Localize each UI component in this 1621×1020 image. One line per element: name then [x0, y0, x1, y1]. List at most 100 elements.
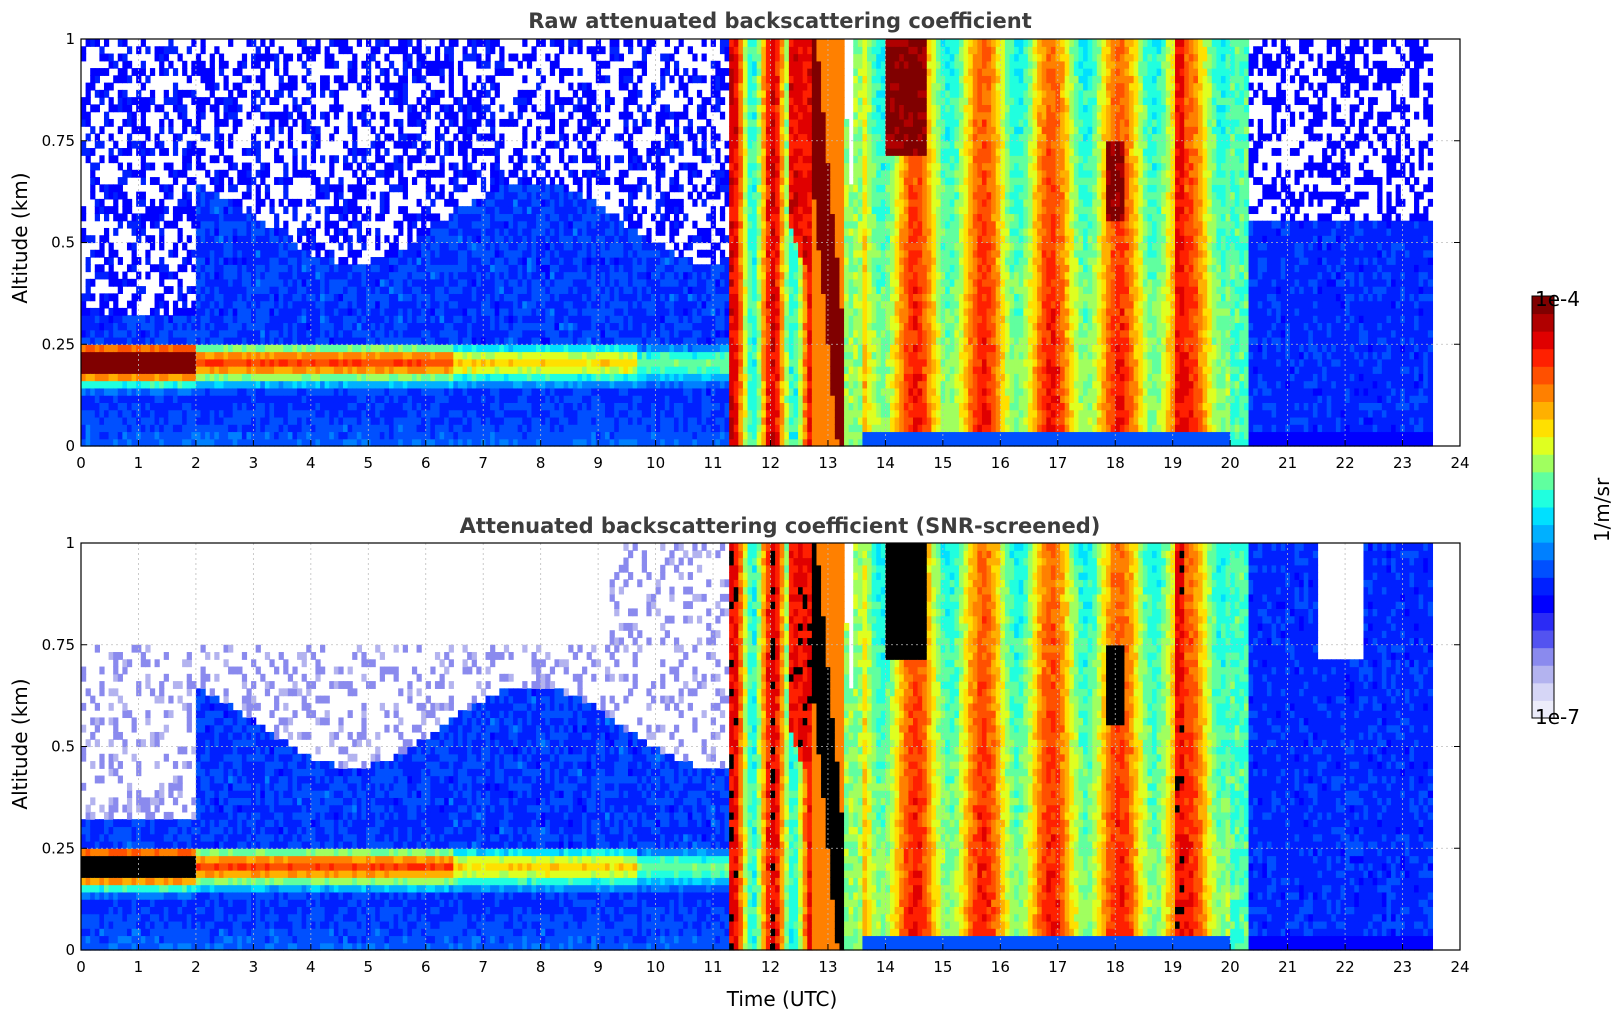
- heatmap-cell: [237, 381, 242, 389]
- heatmap-cell: [187, 431, 192, 439]
- heatmap-cell: [228, 39, 233, 47]
- heatmap-cell: [269, 431, 274, 439]
- heatmap-cell: [256, 286, 261, 294]
- heatmap-cell: [233, 83, 238, 91]
- heatmap-cell: [109, 366, 114, 374]
- heatmap-cell: [90, 39, 95, 47]
- heatmap-cell: [260, 402, 265, 410]
- heatmap-cell: [210, 344, 215, 352]
- heatmap-cell: [95, 410, 100, 418]
- heatmap-cell: [214, 199, 219, 207]
- heatmap-cell: [233, 279, 238, 287]
- heatmap-cell: [141, 388, 146, 396]
- heatmap-cell: [173, 46, 178, 54]
- heatmap-cell: [141, 402, 146, 410]
- heatmap-cell: [219, 133, 224, 141]
- heatmap-cell: [205, 257, 210, 265]
- heatmap-cell: [205, 235, 210, 243]
- heatmap-cell: [109, 61, 114, 69]
- heatmap-cell: [178, 199, 183, 207]
- heatmap-cell: [196, 221, 201, 229]
- heatmap-cell: [233, 359, 238, 367]
- heatmap-cell: [182, 373, 187, 381]
- heatmap-cell: [81, 46, 86, 54]
- heatmap-cell: [260, 337, 265, 345]
- heatmap-cell: [205, 221, 210, 229]
- heatmap-cell: [86, 322, 91, 330]
- heatmap-cell: [269, 133, 274, 141]
- heatmap-cell: [182, 402, 187, 410]
- heatmap-cell: [95, 177, 100, 185]
- heatmap-cell: [242, 61, 247, 69]
- heatmap-cell: [214, 381, 219, 389]
- heatmap-cell: [269, 206, 274, 214]
- heatmap-cell: [141, 126, 146, 134]
- heatmap-cell: [132, 395, 137, 403]
- heatmap-cell: [210, 308, 215, 316]
- heatmap-cell: [99, 410, 104, 418]
- heatmap-cell: [104, 424, 109, 432]
- heatmap-cell: [150, 330, 155, 338]
- heatmap-cell: [219, 286, 224, 294]
- heatmap-cell: [150, 381, 155, 389]
- heatmap-cell: [228, 184, 233, 192]
- heatmap-cell: [86, 431, 91, 439]
- heatmap-cell: [219, 177, 224, 185]
- heatmap-cell: [242, 359, 247, 367]
- heatmap-cell: [127, 344, 132, 352]
- heatmap-cell: [196, 272, 201, 280]
- heatmap-cell: [269, 424, 274, 432]
- heatmap-cell: [182, 352, 187, 360]
- heatmap-cell: [164, 344, 169, 352]
- heatmap-cell: [95, 344, 100, 352]
- heatmap-cell: [118, 97, 123, 105]
- heatmap-cell: [260, 293, 265, 301]
- heatmap-cell: [173, 315, 178, 323]
- heatmap-cell: [201, 388, 206, 396]
- heatmap-cell: [260, 39, 265, 47]
- heatmap-cell: [127, 112, 132, 120]
- heatmap-cell: [210, 279, 215, 287]
- heatmap-cell: [113, 192, 118, 200]
- top-chart-title: Raw attenuated backscattering coefficien…: [528, 9, 1032, 33]
- heatmap-cell: [201, 410, 206, 418]
- heatmap-cell: [127, 46, 132, 54]
- heatmap-cell: [269, 279, 274, 287]
- heatmap-cell: [122, 148, 127, 156]
- heatmap-cell: [260, 75, 265, 83]
- heatmap-cell: [141, 83, 146, 91]
- heatmap-cell: [233, 308, 238, 316]
- heatmap-cell: [242, 337, 247, 345]
- heatmap-cell: [265, 410, 270, 418]
- heatmap-cell: [237, 388, 242, 396]
- heatmap-cell: [150, 90, 155, 98]
- heatmap-cell: [219, 308, 224, 316]
- heatmap-cell: [196, 330, 201, 338]
- heatmap-cell: [219, 373, 224, 381]
- heatmap-cell: [164, 424, 169, 432]
- heatmap-cell: [81, 402, 86, 410]
- heatmap-cell: [86, 133, 91, 141]
- heatmap-cell: [132, 221, 137, 229]
- heatmap-cell: [99, 322, 104, 330]
- heatmap-cell: [99, 184, 104, 192]
- heatmap-cell: [233, 337, 238, 345]
- heatmap-cell: [196, 431, 201, 439]
- heatmap-cell: [196, 199, 201, 207]
- heatmap-cell: [159, 141, 164, 149]
- heatmap-cell: [168, 163, 173, 171]
- heatmap-cell: [81, 104, 86, 112]
- heatmap-cell: [228, 272, 233, 280]
- heatmap-cell: [219, 431, 224, 439]
- heatmap-cell: [233, 388, 238, 396]
- heatmap-cell: [237, 199, 242, 207]
- heatmap-cell: [178, 170, 183, 178]
- heatmap-cell: [246, 112, 251, 120]
- heatmap-cell: [237, 61, 242, 69]
- heatmap-cell: [224, 257, 229, 265]
- heatmap-cell: [228, 221, 233, 229]
- heatmap-cell: [182, 410, 187, 418]
- heatmap-cell: [141, 155, 146, 163]
- heatmap-cell: [159, 126, 164, 134]
- heatmap-cell: [182, 366, 187, 374]
